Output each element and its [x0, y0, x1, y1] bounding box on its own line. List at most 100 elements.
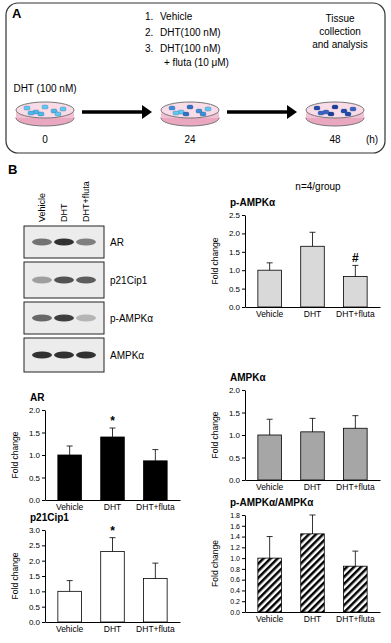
tick-label: 1.5	[29, 572, 41, 581]
tick: 1.0	[29, 451, 45, 460]
blot-band	[32, 315, 52, 322]
tick-label: 0.5	[29, 603, 41, 612]
blot-box	[24, 302, 104, 334]
tick: 0.5	[229, 285, 245, 294]
panel-a: ADHT (100 nM)1.Vehicle2.DHT(100 nM)3.DHT…	[6, 3, 385, 153]
tick-label: DHT	[304, 482, 321, 492]
tick-label: DHT+fluta	[336, 309, 375, 319]
tick-mark	[242, 233, 245, 234]
tick: DHT	[304, 307, 321, 319]
tick-label: 0.6	[230, 576, 240, 583]
tick: DHT	[304, 480, 321, 492]
tick-label: DHT	[304, 614, 321, 624]
x-axis: VehicleDHTDHT+fluta	[246, 612, 381, 624]
tick: DHT+fluta	[336, 480, 375, 492]
blot-band	[76, 352, 96, 359]
tick-label: 1.0	[229, 431, 241, 440]
bar	[101, 437, 125, 500]
error-bar	[67, 581, 73, 592]
tick-mark	[242, 480, 245, 481]
tick: Vehicle	[256, 307, 284, 319]
tick-mark	[42, 500, 45, 501]
bar	[58, 455, 82, 500]
axis-line	[246, 307, 381, 308]
tick: 1.8	[230, 512, 245, 519]
blot-band	[32, 277, 52, 284]
tick-label: 1.4	[230, 533, 240, 540]
cell	[55, 112, 61, 116]
tick-mark	[42, 561, 45, 562]
error-bar	[110, 538, 116, 552]
error-bar	[67, 446, 73, 455]
tick-mark	[242, 558, 245, 559]
tick-mark	[242, 289, 245, 290]
blot-strip	[24, 262, 104, 298]
tick-label: 1.0	[29, 587, 41, 596]
tick-label: Vehicle	[256, 614, 284, 624]
tick-label: 3.0	[29, 526, 41, 535]
treatment-number: 2.	[145, 27, 153, 38]
chart: 0.00.20.40.60.81.01.21.41.61.8VehicleDHT…	[210, 497, 381, 624]
error-stem	[312, 232, 313, 246]
tick-mark	[42, 607, 45, 608]
x-axis: Vehicle DHT DHT+fluta	[246, 307, 381, 319]
tick-label: 1.0	[230, 555, 240, 562]
tick: 1.0	[230, 555, 245, 562]
cell	[328, 112, 334, 116]
axis-line	[46, 622, 181, 623]
error-cap	[67, 580, 73, 581]
tick: 1.2	[230, 544, 245, 551]
bar	[258, 558, 282, 612]
blot-band	[54, 277, 74, 284]
tick-label: 0.4	[230, 587, 240, 594]
tick-label: 2.0	[229, 229, 241, 238]
error-stem	[112, 538, 113, 552]
panel-b: BVehicleDHTDHT+flutaARp21Cip1p-AMPKαAMPK…	[8, 162, 341, 372]
tick-label: DHT	[304, 309, 321, 319]
cell	[183, 112, 189, 116]
axis-line	[46, 500, 181, 501]
arrow-shaft	[82, 110, 144, 114]
blot-band	[32, 239, 52, 246]
tick-mark	[242, 270, 245, 271]
tick-label: DHT+fluta	[136, 502, 175, 512]
error-stem	[269, 537, 270, 559]
panel-frame	[6, 3, 385, 153]
tick-label: DHT+fluta	[136, 624, 175, 634]
error-stem	[269, 263, 270, 270]
dish-top	[161, 102, 219, 118]
cell	[169, 106, 175, 110]
chart: 0.00.51.01.52.0VehicleDHTDHT+flutaAMPKαF…	[210, 372, 381, 492]
bar	[344, 566, 368, 612]
time-label: 0	[42, 134, 48, 145]
cell	[205, 107, 211, 111]
cell	[318, 111, 324, 115]
error-stem	[269, 419, 270, 435]
blot-band	[54, 239, 74, 246]
treatment-label: DHT(100 nM)	[160, 43, 221, 54]
tick: 0.6	[230, 576, 245, 583]
tick: 0.0	[230, 609, 245, 616]
y-title: Fold change	[210, 237, 220, 284]
tick: 2.0	[229, 229, 245, 238]
error-bar	[310, 232, 316, 246]
error-cap	[310, 515, 316, 516]
chart-title: p21Cip1	[30, 512, 69, 523]
error-stem	[355, 416, 356, 429]
tick-label: 2.5	[229, 211, 241, 220]
dish	[16, 102, 74, 126]
error-cap	[310, 418, 316, 419]
tick: DHT+fluta	[136, 622, 175, 634]
tick-label: 2.5	[29, 541, 41, 550]
treatment-label: Vehicle	[160, 11, 193, 22]
lane-label: Vehicle	[37, 193, 47, 222]
bar	[101, 551, 125, 622]
tick-label: 0.8	[230, 566, 240, 573]
annotation: *	[110, 414, 115, 428]
tick: DHT	[104, 622, 121, 634]
chart-title: p-AMPKα/AMPKα	[230, 497, 314, 508]
n-label: n=4/group	[295, 181, 341, 192]
blot-band	[32, 352, 52, 359]
blot-band	[76, 277, 96, 284]
tick-mark	[242, 547, 245, 548]
